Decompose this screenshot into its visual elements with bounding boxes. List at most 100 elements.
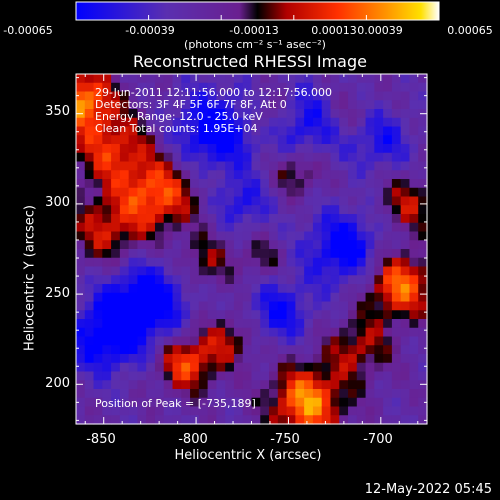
heatmap-cell (365, 249, 375, 259)
heatmap-cell (339, 301, 349, 311)
heatmap-cell (198, 100, 209, 110)
heatmap-cell (312, 284, 323, 294)
heatmap-cell (391, 327, 402, 338)
heatmap-cell (304, 144, 314, 154)
heatmap-cell (216, 415, 226, 425)
heatmap-cell (146, 415, 156, 425)
heatmap-cell (418, 301, 428, 311)
heatmap-cell (242, 240, 253, 250)
heatmap-cell (312, 292, 323, 303)
heatmap-cell (295, 380, 305, 390)
heatmap-cell (269, 362, 279, 373)
heatmap-cell (146, 126, 156, 136)
heatmap-cell (304, 275, 314, 285)
heatmap-cell (128, 91, 139, 101)
heatmap-cell (84, 292, 95, 303)
heatmap-cell (207, 135, 218, 145)
heatmap-cell (356, 231, 367, 241)
heatmap-cell (163, 187, 174, 198)
heatmap-cell (119, 135, 130, 145)
heatmap-cell (391, 397, 402, 408)
heatmap-cell (304, 397, 314, 408)
heatmap-cell (242, 257, 253, 268)
heatmap-cell (374, 397, 384, 408)
heatmap-cell (198, 74, 209, 84)
heatmap-cell (321, 144, 332, 154)
heatmap-cell (84, 117, 95, 128)
heatmap-cell (163, 117, 174, 128)
heatmap-cell (409, 319, 419, 329)
heatmap-cell (84, 415, 95, 425)
heatmap-cell (216, 319, 226, 329)
heatmap-cell (102, 91, 112, 101)
heatmap-cell (400, 117, 411, 128)
heatmap-cell (400, 126, 411, 136)
heatmap-cell (242, 380, 253, 390)
heatmap-cell (76, 354, 86, 364)
heatmap-cell (383, 179, 393, 189)
heatmap-cell (260, 135, 270, 145)
heatmap-cell (339, 222, 349, 233)
heatmap-cell (225, 371, 235, 381)
heatmap-cell (119, 117, 130, 128)
heatmap-cell (365, 319, 375, 329)
heatmap-cell (409, 109, 419, 119)
heatmap-cell (348, 345, 358, 355)
heatmap-cell (146, 275, 156, 285)
heatmap-cell (233, 275, 244, 285)
heatmap-cell (216, 397, 226, 408)
heatmap-cell (383, 319, 393, 329)
colorbar-gradient (75, 1, 440, 21)
heatmap-cell (304, 345, 314, 355)
heatmap-cell (163, 310, 174, 320)
heatmap-cell (154, 249, 165, 259)
heatmap-cell (198, 327, 209, 338)
heatmap-cell (172, 205, 182, 215)
heatmap-cell (251, 406, 261, 416)
heatmap-cell (374, 144, 384, 154)
heatmap-cell (119, 249, 130, 259)
heatmap-cell (216, 266, 226, 276)
heatmap-cell (128, 82, 139, 93)
heatmap-cell (93, 257, 103, 268)
heatmap-cell (383, 389, 393, 399)
heatmap-cell (146, 406, 156, 416)
heatmap-cell (356, 82, 367, 93)
heatmap-cell (321, 240, 332, 250)
heatmap-cell (260, 249, 270, 259)
heatmap-cell (251, 345, 261, 355)
heatmap-cell (356, 109, 367, 119)
heatmap-cell (365, 196, 375, 206)
heatmap-cell (111, 397, 121, 408)
heatmap-cell (119, 371, 130, 381)
heatmap-cell (251, 161, 261, 171)
heatmap-cell (119, 327, 130, 338)
heatmap-cell (348, 91, 358, 101)
heatmap-cell (207, 389, 218, 399)
heatmap-cell (76, 310, 86, 320)
heatmap-cell (348, 371, 358, 381)
heatmap-cell (181, 292, 191, 303)
heatmap-cell (348, 362, 358, 373)
heatmap-cell (356, 100, 367, 110)
heatmap-cell (181, 336, 191, 346)
heatmap-cell (198, 319, 209, 329)
heatmap-cell (286, 380, 296, 390)
heatmap-cell (356, 214, 367, 224)
heatmap-cell (269, 397, 279, 408)
heatmap-cell (409, 389, 419, 399)
heatmap-cell (76, 144, 86, 154)
heatmap-cell (400, 301, 411, 311)
heatmap-cell (295, 109, 305, 119)
heatmap-cell (93, 249, 103, 259)
colorbar-tick-label: -0.00065 (3, 24, 53, 37)
heatmap-cell (277, 389, 288, 399)
heatmap-cell (102, 214, 112, 224)
heatmap-cell (233, 389, 244, 399)
heatmap-cell (119, 126, 130, 136)
heatmap-cell (312, 240, 323, 250)
heatmap-cell (84, 205, 95, 215)
heatmap-cell (321, 126, 332, 136)
heatmap-cell (418, 275, 428, 285)
heatmap-cell (321, 406, 332, 416)
